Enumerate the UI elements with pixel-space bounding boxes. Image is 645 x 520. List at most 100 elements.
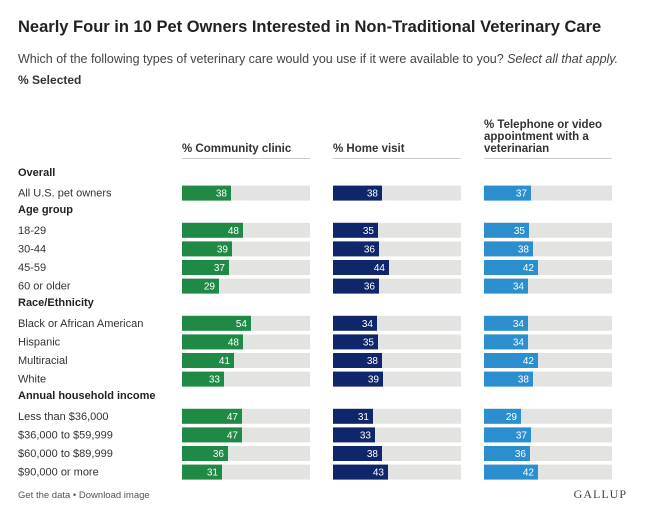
bar-home-visit-30-44 xyxy=(333,241,379,257)
column-header-community-clinic: % Community clinic xyxy=(182,143,292,155)
bar-telephone-video-30-44 xyxy=(484,241,533,257)
bar-community-clinic-multiracial xyxy=(182,353,234,368)
bar-community-clinic-36-000-to-59-999 xyxy=(182,427,242,443)
group-label-race-ethnicity: Race/Ethnicity xyxy=(18,297,95,309)
bar-value-label: 42 xyxy=(523,263,535,274)
bar-telephone-video-36-000-to-59-999 xyxy=(484,427,531,443)
bar-value-label: 31 xyxy=(358,412,370,423)
group-label-age-group: Age group xyxy=(18,204,73,216)
bar-value-label: 38 xyxy=(367,449,379,460)
bar-value-label: 36 xyxy=(364,282,376,293)
bar-community-clinic-white xyxy=(182,371,224,387)
chart-title: Nearly Four in 10 Pet Owners Interested … xyxy=(18,18,602,36)
bar-value-label: 41 xyxy=(219,356,231,367)
bar-telephone-video-multiracial xyxy=(484,353,538,368)
bar-value-label: 37 xyxy=(516,189,528,200)
column-header-home-visit: % Home visit xyxy=(333,143,405,155)
column-header-telephone-line2: appointment with a xyxy=(484,131,589,143)
get-data-link[interactable]: Get the data xyxy=(18,490,71,501)
footer-separator: • xyxy=(70,490,79,501)
bar-value-label: 29 xyxy=(506,412,518,423)
bar-home-visit-60-000-to-89-999 xyxy=(333,446,382,461)
row-label-36-000-to-59-999: $36,000 to $59,999 xyxy=(18,429,113,441)
bar-community-clinic-black-or-african-american xyxy=(182,315,251,331)
row-label-60-000-to-89-999: $60,000 to $89,999 xyxy=(18,448,113,460)
bar-value-label: 48 xyxy=(228,337,240,348)
bar-value-label: 37 xyxy=(214,263,226,274)
subtitle-instruction: Select all that apply. xyxy=(507,52,619,66)
row-label-hispanic: Hispanic xyxy=(18,336,61,348)
bar-home-visit-hispanic xyxy=(333,334,378,350)
column-rule-home-visit xyxy=(333,158,461,159)
column-rule-community-clinic xyxy=(182,158,310,159)
bar-value-label: 48 xyxy=(228,226,240,237)
row-label-less-than-36-000: Less than $36,000 xyxy=(18,411,109,423)
bar-home-visit-black-or-african-american xyxy=(333,315,377,331)
bar-home-visit-all-u-s-pet-owners xyxy=(333,185,382,201)
bar-value-label: 38 xyxy=(367,189,379,200)
download-image-link[interactable]: Download image xyxy=(78,490,150,501)
bar-value-label: 38 xyxy=(216,189,228,200)
bar-value-label: 29 xyxy=(204,282,216,293)
subtitle-question: Which of the following types of veterina… xyxy=(18,52,504,66)
gallup-logo: GALLUP xyxy=(573,487,627,501)
row-label-multiracial: Multiracial xyxy=(18,355,68,367)
bar-telephone-video-white xyxy=(484,371,533,387)
bar-value-label: 38 xyxy=(518,244,530,255)
bar-community-clinic-45-59 xyxy=(182,260,229,275)
footer-links: Get the data • Download image xyxy=(18,490,150,501)
bar-value-label: 36 xyxy=(213,449,225,460)
column-rule-telephone-video xyxy=(484,158,612,159)
bar-community-clinic-60-or-older xyxy=(182,278,219,294)
bar-home-visit-white xyxy=(333,371,383,387)
unit-label: % Selected xyxy=(18,73,82,87)
bar-value-label: 47 xyxy=(227,412,239,423)
chart-subtitle: Which of the following types of veterina… xyxy=(18,52,618,66)
row-label-all-u-s-pet-owners: All U.S. pet owners xyxy=(18,188,112,200)
bar-value-label: 42 xyxy=(523,468,535,479)
bar-community-clinic-hispanic xyxy=(182,334,243,350)
bar-home-visit-90-000-or-more xyxy=(333,464,388,480)
bar-value-label: 33 xyxy=(209,375,221,386)
bar-value-label: 38 xyxy=(518,375,530,386)
group-label-overall: Overall xyxy=(18,167,55,179)
row-label-white: White xyxy=(18,374,46,386)
bar-value-label: 34 xyxy=(513,337,525,348)
bar-community-clinic-18-29 xyxy=(182,222,243,238)
bar-community-clinic-all-u-s-pet-owners xyxy=(182,185,231,201)
bar-home-visit-36-000-to-59-999 xyxy=(333,427,375,443)
bar-value-label: 39 xyxy=(217,244,229,255)
bar-telephone-video-less-than-36-000 xyxy=(484,408,521,424)
bar-telephone-video-45-59 xyxy=(484,260,538,275)
bar-value-label: 47 xyxy=(227,430,239,441)
group-label-annual-household-income: Annual household income xyxy=(18,390,156,402)
row-label-90-000-or-more: $90,000 or more xyxy=(18,467,99,479)
row-label-black-or-african-american: Black or African American xyxy=(18,318,143,330)
bar-value-label: 31 xyxy=(207,468,219,479)
row-label-18-29: 18-29 xyxy=(18,225,46,237)
row-label-30-44: 30-44 xyxy=(18,243,46,255)
bar-value-label: 39 xyxy=(368,375,380,386)
bar-community-clinic-90-000-or-more xyxy=(182,464,222,480)
column-header-telephone-line3: veterinarian xyxy=(484,143,550,155)
bar-value-label: 36 xyxy=(515,449,527,460)
bar-telephone-video-hispanic xyxy=(484,334,528,350)
bar-value-label: 54 xyxy=(236,319,248,330)
bar-value-label: 34 xyxy=(513,282,525,293)
bar-value-label: 34 xyxy=(513,319,525,330)
bar-home-visit-18-29 xyxy=(333,222,378,238)
bar-community-clinic-60-000-to-89-999 xyxy=(182,446,228,461)
bar-telephone-video-18-29 xyxy=(484,222,529,238)
column-header-telephone-line1: % Telephone or video xyxy=(484,119,602,131)
bar-home-visit-multiracial xyxy=(333,353,382,368)
bar-value-label: 35 xyxy=(363,337,375,348)
bar-home-visit-less-than-36-000 xyxy=(333,408,373,424)
bar-home-visit-45-59 xyxy=(333,260,389,275)
bar-home-visit-60-or-older xyxy=(333,278,379,294)
bar-community-clinic-less-than-36-000 xyxy=(182,408,242,424)
bar-value-label: 33 xyxy=(360,430,372,441)
bar-value-label: 35 xyxy=(363,226,375,237)
bar-value-label: 44 xyxy=(374,263,386,274)
